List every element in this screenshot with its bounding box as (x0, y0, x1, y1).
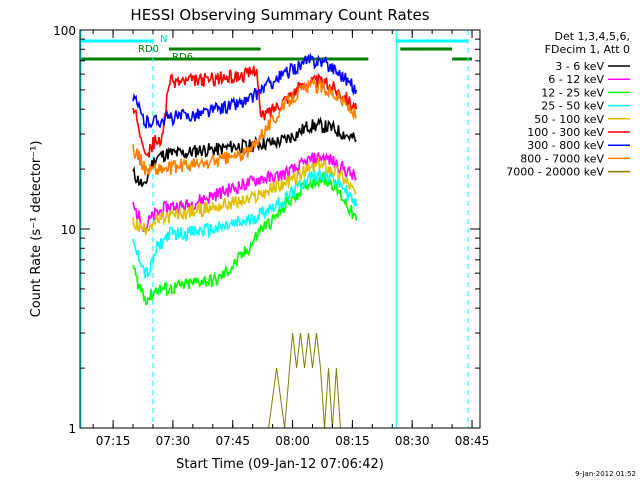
legend-header-line-2: FDecim 1, Att 0 (545, 43, 630, 56)
timestamp: 9-Jan-2012 01:52 (575, 470, 636, 478)
series-line-9 (260, 333, 341, 429)
legend-label-5: 50 - 100 keV (534, 113, 604, 126)
legend-label-9: 7000 - 20000 keV (506, 166, 604, 179)
y-axis-label: Count Rate (s⁻¹ detector⁻¹) (29, 141, 44, 318)
legend-label-3: 12 - 25 keV (541, 86, 604, 99)
legend-label-1: 3 - 6 keV (555, 60, 604, 73)
legend-label-8: 800 - 7000 keV (520, 152, 604, 165)
series-line-7 (132, 52, 358, 129)
x-tick-label-7: 08:45 (455, 434, 490, 448)
series-line-6 (132, 65, 358, 158)
x-axis-label: Start Time (09-Jan-12 07:06:42) (176, 457, 384, 472)
x-tick-label-2: 07:30 (156, 434, 191, 448)
series-line-1 (132, 116, 357, 187)
night-annotation: N (160, 34, 167, 45)
x-tick-label-1: 07:15 (96, 434, 131, 448)
legend-label-2: 6 - 12 keV (548, 73, 604, 86)
x-tick-label-4: 08:00 (275, 434, 310, 448)
series-line-4 (132, 169, 358, 279)
legend-label-6: 100 - 300 keV (527, 126, 604, 139)
series-line-5 (132, 155, 357, 235)
rd0-annotation: RD0 (138, 44, 159, 55)
series-line-8 (132, 77, 358, 176)
y-tick-label-3: 100 (53, 24, 76, 38)
y-tick-label-2: 10 (61, 223, 76, 237)
x-tick-label-6: 08:30 (395, 434, 430, 448)
axes: 07:15 07:30 07:45 08:00 08:15 08:30 08:45 1 10 10… (53, 24, 489, 448)
series-line-3 (132, 172, 358, 306)
legend-label-7: 300 - 800 keV (527, 139, 604, 152)
legend-header-line-1: Det 1,3,4,5,6, (554, 30, 630, 43)
chart-title: HESSI Observing Summary Count Rates (130, 6, 429, 24)
x-tick-label-5: 08:15 (335, 434, 370, 448)
y-tick-label-1: 1 (68, 422, 76, 436)
legend-label-4: 25 - 50 keV (541, 100, 604, 113)
rd6-annotation: RD6 (172, 52, 193, 63)
x-tick-label-3: 07:45 (215, 434, 250, 448)
